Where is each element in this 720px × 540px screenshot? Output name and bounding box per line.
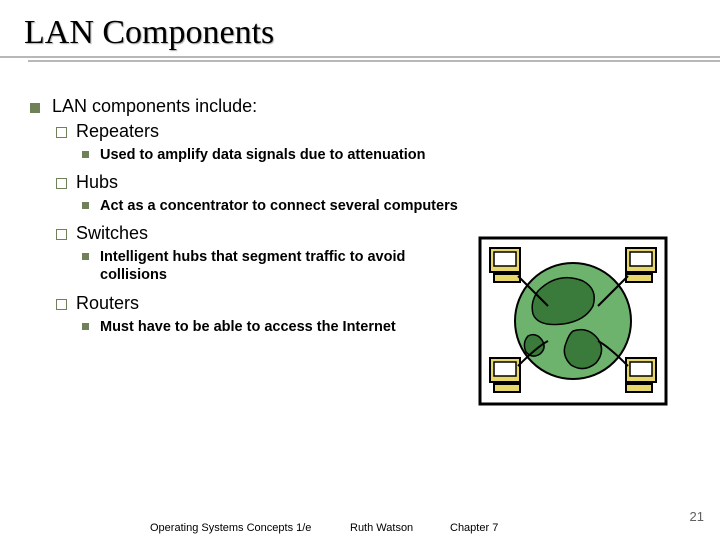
title-rule — [0, 56, 720, 62]
component-desc: Must have to be able to access the Inter… — [76, 318, 464, 336]
component-item: Routers Must have to be able to access t… — [52, 293, 464, 336]
component-name: Hubs — [76, 172, 118, 192]
component-name: Switches — [76, 223, 148, 243]
component-item: Repeaters Used to amplify data signals d… — [52, 121, 464, 164]
slide: LAN Components LAN components include: R… — [0, 0, 720, 540]
component-item: Hubs Act as a concentrator to connect se… — [52, 172, 464, 215]
component-item: Switches Intelligent hubs that segment t… — [52, 223, 464, 284]
component-desc: Intelligent hubs that segment traffic to… — [76, 248, 464, 284]
component-desc: Used to amplify data signals due to atte… — [76, 146, 464, 164]
footer-right: Chapter 7 — [450, 522, 498, 534]
footer-center: Ruth Watson — [350, 522, 413, 534]
intro-text: LAN components include: — [52, 96, 257, 116]
component-name: Repeaters — [76, 121, 159, 141]
clipart-network-globe — [478, 236, 668, 406]
footer-left: Operating Systems Concepts 1/e — [150, 522, 311, 534]
slide-title: LAN Components — [24, 14, 696, 52]
text-column: LAN components include: Repeaters Used t… — [24, 96, 464, 344]
page-number: 21 — [690, 509, 704, 524]
component-name: Routers — [76, 293, 139, 313]
title-rule-inner — [28, 60, 720, 62]
intro-bullet: LAN components include: Repeaters Used t… — [28, 96, 464, 336]
component-desc: Act as a concentrator to connect several… — [76, 197, 464, 215]
content-area: LAN components include: Repeaters Used t… — [24, 96, 696, 344]
